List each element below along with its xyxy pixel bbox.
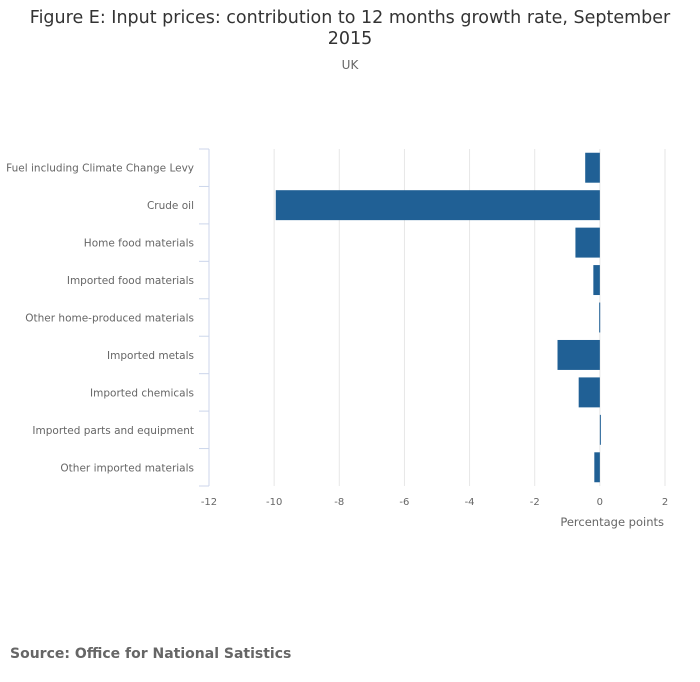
bar (585, 152, 600, 183)
category-label: Other home-produced materials (25, 313, 194, 325)
bars (275, 152, 601, 483)
category-label: Other imported materials (60, 462, 194, 474)
category-label: Imported food materials (67, 275, 194, 287)
x-tick-labels: -12 -10 -8 -6 -4 -2 0 2 (201, 497, 668, 508)
source-note: Source: Office for National Satistics (10, 646, 292, 662)
x-tick-label: -6 (399, 497, 409, 508)
bar (557, 339, 600, 370)
x-tick-label: -10 (266, 497, 282, 508)
category-label: Imported parts and equipment (32, 425, 194, 437)
category-label: Imported chemicals (90, 387, 194, 399)
x-tick-label: 0 (597, 497, 603, 508)
x-tick-label: -8 (334, 497, 344, 508)
category-label: Crude oil (147, 200, 194, 212)
bar (578, 377, 600, 408)
category-label: Fuel including Climate Change Levy (6, 163, 194, 175)
x-tick-label: 2 (662, 497, 668, 508)
chart-subtitle: UK (341, 58, 359, 72)
category-label: Home food materials (84, 238, 194, 250)
bar (275, 190, 600, 221)
bar-chart: Fuel including Climate Change Levy Crude … (6, 148, 668, 529)
chart-title: Figure E: Input prices: contribution to … (29, 8, 671, 49)
bar (594, 452, 600, 483)
x-tick-label: -12 (201, 497, 217, 508)
bar (599, 414, 601, 445)
category-labels: Fuel including Climate Change Levy Crude … (6, 163, 194, 475)
x-axis-title: Percentage points (560, 515, 664, 529)
bar (599, 302, 601, 333)
bar (593, 265, 600, 296)
x-tick-label: -2 (530, 497, 540, 508)
y-axis (199, 148, 210, 487)
category-label: Imported metals (107, 350, 194, 362)
bar (575, 227, 600, 258)
x-tick-label: -4 (465, 497, 475, 508)
